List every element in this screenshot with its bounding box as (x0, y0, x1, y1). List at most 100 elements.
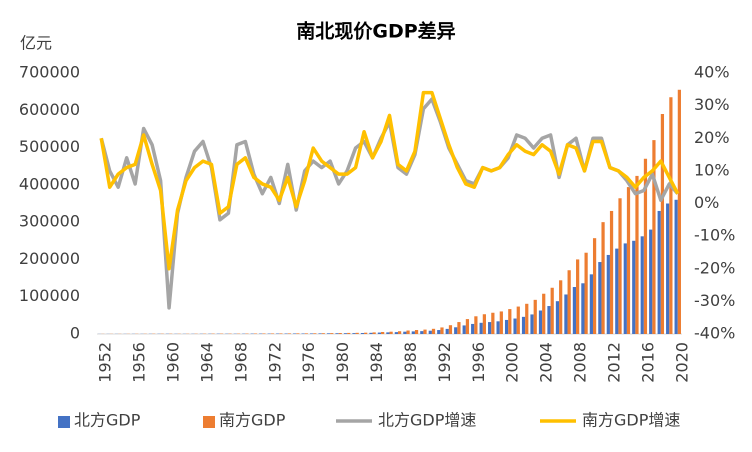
bar (462, 325, 466, 334)
bar (360, 333, 365, 334)
bar (482, 314, 486, 334)
bar (428, 330, 432, 334)
bar (293, 333, 297, 334)
bar (355, 332, 359, 334)
bar (313, 333, 317, 334)
chart-title: 南北现价GDP差异 (296, 20, 455, 43)
bar (279, 333, 283, 334)
bar (335, 333, 339, 334)
bar (309, 333, 314, 334)
x-tick-label: 1972 (265, 342, 284, 383)
bar (352, 333, 356, 334)
bar (547, 306, 551, 334)
bar (598, 262, 602, 334)
bar (488, 322, 492, 334)
x-tick-label: 2012 (604, 342, 623, 383)
y2-tick-label: 0% (694, 193, 719, 212)
x-tick-label: 2016 (638, 342, 657, 383)
bar (431, 328, 436, 334)
y-tick-label: 600000 (19, 100, 80, 119)
bar (364, 332, 368, 334)
bar (397, 331, 402, 334)
bar (403, 331, 407, 334)
x-tick-label: 2020 (672, 342, 691, 383)
bar (445, 328, 449, 334)
bar (555, 301, 560, 334)
y-tick-label: 400000 (19, 174, 80, 193)
y-tick-label: 0 (70, 324, 80, 343)
y-tick-label: 200000 (19, 249, 80, 268)
legend: 北方GDP 南方GDP 北方GDP增速 南方GDP增速 (58, 411, 680, 430)
bar (496, 321, 500, 334)
x-tick-label: 1988 (401, 342, 420, 383)
x-tick-label: 1980 (333, 342, 352, 383)
bar (499, 311, 503, 334)
bar (564, 294, 568, 334)
bar (589, 274, 593, 334)
bar (669, 97, 673, 334)
y-tick-label: 500000 (19, 137, 80, 156)
bar (533, 299, 537, 334)
x-tick-label: 1964 (197, 342, 216, 383)
bar (448, 325, 453, 334)
bar (330, 333, 334, 334)
bar (550, 287, 554, 334)
bar (389, 331, 393, 334)
legend-label: 南方GDP增速 (582, 411, 680, 430)
x-tick-label: 2004 (537, 342, 556, 383)
x-tick-label: 2000 (503, 342, 522, 383)
legend-swatch (203, 416, 215, 428)
x-tick-label: 1956 (130, 342, 149, 383)
bar (326, 333, 331, 334)
bar (479, 322, 483, 334)
bar (525, 303, 529, 334)
bar (606, 254, 610, 334)
y-tick-label: 700000 (19, 63, 80, 82)
bar (677, 89, 681, 335)
bar (660, 114, 665, 334)
y2-tick-label: 30% (694, 95, 730, 114)
x-tick-label: 1952 (96, 342, 115, 383)
bar (457, 322, 461, 334)
bar (538, 310, 543, 334)
bar (542, 293, 546, 334)
bar (521, 316, 526, 334)
bar (572, 287, 577, 334)
bar (301, 333, 305, 334)
bar (414, 330, 419, 334)
y2-tick-label: -30% (694, 291, 735, 310)
bar (640, 236, 644, 334)
bar (386, 332, 390, 334)
bar (513, 318, 517, 334)
bar (615, 248, 619, 334)
bar (296, 333, 300, 334)
bar (516, 306, 520, 334)
bar (304, 333, 308, 334)
bar (406, 330, 410, 334)
bar (369, 332, 373, 334)
x-tick-label: 1976 (299, 342, 318, 383)
bar (411, 331, 415, 334)
bar (465, 319, 470, 334)
x-tick-label: 1968 (231, 342, 250, 383)
x-tick-label: 1984 (367, 342, 386, 383)
bar (601, 222, 605, 334)
bar (318, 333, 322, 334)
bar (504, 319, 509, 334)
bar (377, 332, 382, 334)
y2-tick-label: 20% (694, 128, 730, 147)
bar (381, 331, 385, 334)
y2-tick-label: 10% (694, 160, 730, 179)
x-tick-label: 1960 (164, 342, 183, 383)
bar (440, 327, 444, 334)
bar (491, 312, 495, 334)
bar (559, 280, 563, 334)
x-tick-label: 1996 (469, 342, 488, 383)
bar (635, 175, 639, 334)
y-tick-label: 100000 (19, 286, 80, 305)
legend-label: 北方GDP (74, 411, 141, 430)
bar (674, 199, 678, 334)
bar (372, 332, 376, 334)
